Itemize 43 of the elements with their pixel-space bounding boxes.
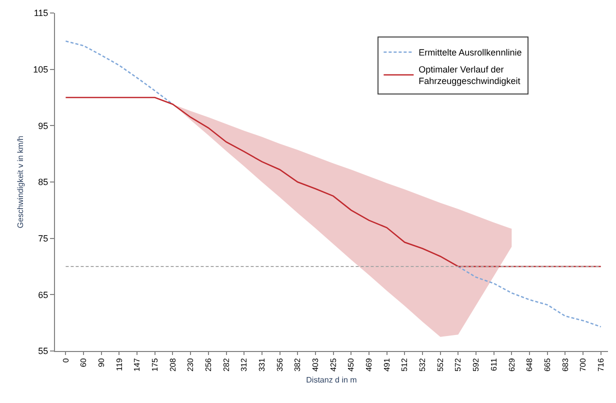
line-series (65, 96, 602, 268)
y-tick-label: 115 (34, 8, 48, 18)
x-tick-label: 331 (258, 358, 267, 372)
y-tick-label: 65 (38, 290, 48, 300)
x-tick-label: 175 (150, 358, 160, 372)
x-tick-label: 592 (472, 358, 481, 372)
x-tick-label: 532 (418, 358, 428, 372)
x-tick-label: 611 (489, 358, 498, 371)
x-tick-label: 629 (507, 358, 516, 372)
legend-label: Optimaler Verlauf der Fahrzeuggeschwindigkeit (418, 64, 521, 86)
x-tick-label: 683 (560, 358, 570, 372)
x-tick-label: 356 (275, 358, 284, 372)
x-tick-label: 665 (542, 358, 552, 372)
x-axis-title: Distanz d in m (306, 376, 358, 385)
x-tick-label: 119 (114, 358, 124, 371)
y-tick-label: 95 (38, 120, 48, 131)
legend-label: Ermittelte Ausrollkennlinie (418, 48, 522, 58)
y-tick-label: 85 (38, 177, 48, 188)
x-tick-label: 700 (578, 358, 588, 372)
x-tick-label: 230 (186, 358, 196, 372)
x-tick-label: 425 (328, 358, 338, 372)
x-tick-label: 552 (436, 358, 445, 372)
x-tick-label: 491 (382, 358, 392, 372)
x-tick-label: 512 (400, 358, 410, 372)
x-tick-label: 403 (311, 358, 320, 372)
x-tick-label: 60 (79, 358, 88, 368)
x-tick-label: 0 (61, 358, 70, 363)
x-tick-label: 282 (222, 358, 231, 372)
x-tick-label: 90 (96, 358, 106, 368)
x-tick-label: 450 (346, 358, 356, 372)
y-axis-title: Geschwindigkeit v in km/h (16, 136, 25, 228)
x-tick-label: 716 (596, 358, 606, 372)
y-tick-label: 75 (38, 233, 48, 244)
x-tick-label: 572 (454, 358, 463, 372)
x-tick-label: 648 (525, 358, 534, 372)
x-tick-label: 469 (364, 358, 374, 372)
x-tick-label: 208 (168, 358, 178, 372)
y-tick-label: 105 (33, 64, 48, 74)
y-tick-label: 55 (38, 346, 48, 356)
x-tick-label: 382 (293, 358, 302, 372)
x-tick-label: 147 (132, 358, 142, 372)
x-tick-label: 256 (204, 358, 214, 372)
x-tick-label: 312 (240, 358, 249, 372)
